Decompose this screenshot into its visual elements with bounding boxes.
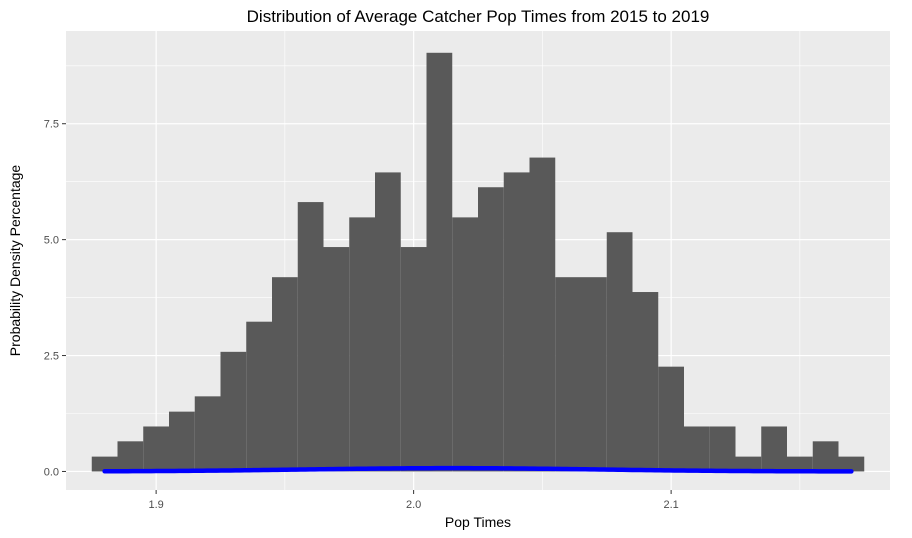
x-tick-label: 2.1 bbox=[663, 499, 678, 511]
x-axis: 1.9 2.0 2.1 bbox=[148, 490, 679, 511]
histogram-bar bbox=[349, 217, 375, 472]
histogram-bar bbox=[426, 52, 453, 472]
histogram-bar bbox=[529, 157, 556, 472]
histogram-bar bbox=[91, 456, 118, 472]
histogram-bar bbox=[787, 456, 813, 472]
x-axis-title: Pop Times bbox=[445, 514, 511, 530]
histogram-bar bbox=[503, 172, 530, 472]
histogram-bar bbox=[735, 456, 762, 472]
histogram-bar bbox=[194, 396, 221, 472]
histogram-bar bbox=[220, 351, 247, 472]
y-axis-title: Probability Density Percentage bbox=[7, 165, 23, 357]
histogram-bar bbox=[272, 277, 298, 472]
y-tick-label: 5.0 bbox=[44, 235, 59, 247]
histogram-bar bbox=[375, 172, 401, 472]
histogram-bar bbox=[812, 441, 839, 472]
x-tick-label: 1.9 bbox=[148, 499, 163, 511]
histogram-bar bbox=[400, 247, 427, 472]
histogram-bar bbox=[143, 426, 169, 472]
histogram-bar bbox=[117, 441, 144, 472]
chart-title: Distribution of Average Catcher Pop Time… bbox=[247, 7, 710, 26]
density-curve bbox=[102, 465, 854, 474]
histogram-bar bbox=[684, 426, 710, 472]
y-tick-label: 0.0 bbox=[44, 466, 59, 478]
histogram-bar bbox=[478, 187, 504, 472]
histogram-bar bbox=[169, 411, 195, 472]
x-tick-label: 2.0 bbox=[406, 499, 421, 511]
histogram-bar bbox=[323, 247, 350, 472]
histogram-bars bbox=[91, 52, 865, 472]
histogram-bar bbox=[632, 292, 659, 472]
y-tick-label: 7.5 bbox=[44, 119, 59, 131]
histogram-bar bbox=[838, 456, 865, 472]
histogram-bar bbox=[709, 426, 736, 472]
histogram-bar bbox=[452, 217, 478, 472]
histogram-bar bbox=[555, 277, 581, 472]
histogram-bar bbox=[581, 277, 607, 472]
y-axis: 0.0 2.5 5.0 7.5 bbox=[44, 119, 66, 478]
histogram-bar bbox=[761, 426, 787, 472]
histogram-bar bbox=[297, 202, 324, 472]
y-tick-label: 2.5 bbox=[44, 351, 59, 363]
histogram-bar bbox=[246, 321, 272, 472]
histogram-bar bbox=[658, 366, 684, 472]
histogram-bar bbox=[606, 232, 633, 472]
